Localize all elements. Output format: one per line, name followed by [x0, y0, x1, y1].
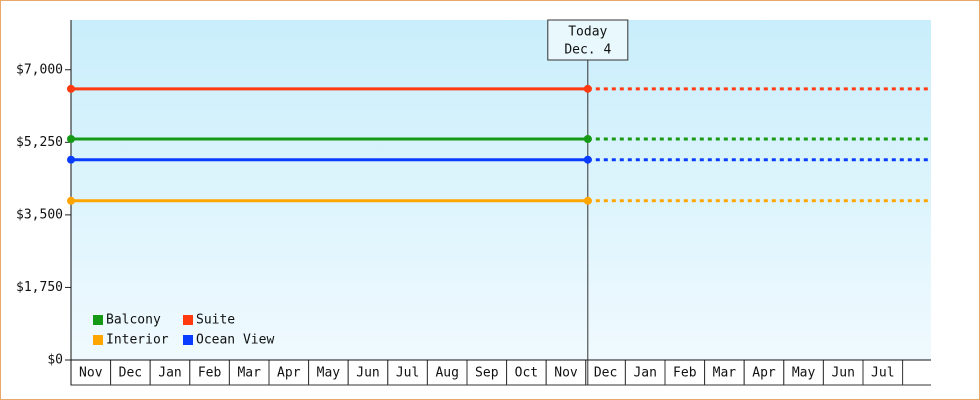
x-tick-label: Jan: [633, 366, 656, 381]
x-cell: [585, 359, 626, 386]
x-cell: [743, 359, 785, 386]
y-tick-label: $1,750: [16, 280, 63, 295]
point: [67, 155, 75, 164]
point: [583, 135, 592, 143]
x-tick-label: Feb: [673, 366, 697, 381]
x-cell: [624, 359, 666, 386]
y-tick-label: $0: [47, 353, 63, 368]
x-tick-label: Aug: [435, 366, 458, 381]
x-tick-label: May: [317, 366, 341, 381]
x-tick-label: Jun: [356, 366, 379, 381]
today-title: Today: [568, 25, 607, 40]
x-tick-label: May: [792, 366, 816, 381]
x-tick-label: Dec: [119, 366, 142, 381]
point: [583, 155, 592, 164]
x-tick-label: Nov: [79, 366, 103, 381]
x-cell: [704, 359, 745, 386]
x-tick-label: Apr: [277, 366, 301, 381]
x-cell: [347, 359, 389, 386]
point: [583, 84, 592, 93]
x-tick-label: Feb: [198, 366, 222, 381]
y-tick-label: $7,000: [16, 62, 63, 77]
today-date: Dec. 4: [564, 43, 611, 58]
y-tick-label: $3,500: [16, 207, 63, 222]
x-cell: [862, 359, 904, 386]
x-tick-label: Jun: [831, 366, 854, 381]
x-tick-label: Jan: [158, 366, 181, 381]
x-tick-label: Mar: [713, 366, 737, 381]
today-box: [547, 19, 629, 61]
x-tick-label: Oct: [515, 366, 538, 381]
x-tick-label: Apr: [752, 366, 776, 381]
legend-label: Suite: [196, 313, 235, 328]
legend-label: Ocean View: [196, 333, 274, 348]
point: [67, 84, 75, 93]
legend-swatch: [183, 315, 193, 325]
legend-label: Balcony: [106, 313, 161, 328]
point: [67, 135, 75, 143]
legend-label: Interior: [106, 333, 169, 348]
legend-swatch: [183, 335, 193, 345]
x-tick-label: Jul: [396, 366, 419, 381]
legend-swatch: [93, 315, 103, 325]
x-tick-label: Jul: [871, 366, 894, 381]
x-tick-label: Dec: [594, 366, 617, 381]
x-tick-label: Sep: [475, 366, 499, 381]
plot-area: [71, 20, 931, 360]
y-tick-label: $5,250: [16, 135, 63, 150]
point: [67, 196, 75, 205]
x-tick-label: Mar: [237, 366, 261, 381]
x-cell: [783, 359, 824, 386]
x-tick-label: Nov: [554, 366, 578, 381]
x-cell: [506, 359, 547, 386]
legend-swatch: [93, 335, 103, 345]
point: [583, 196, 592, 205]
